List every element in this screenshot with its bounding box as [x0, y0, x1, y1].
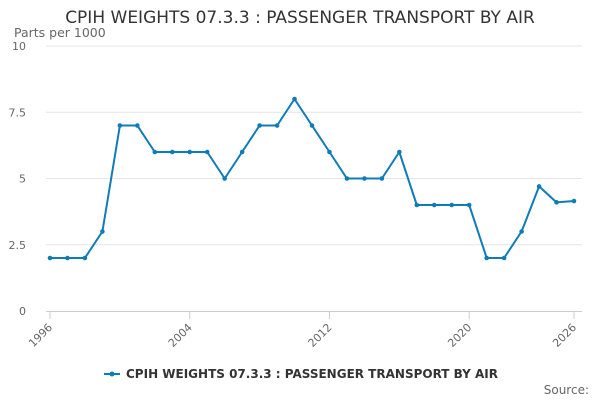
data-point[interactable]: [519, 229, 524, 234]
x-axis: 1996 2004 2012 2020 2026: [26, 311, 582, 350]
data-point[interactable]: [397, 149, 402, 155]
chart-title: CPIH WEIGHTS 07.3.3 : PASSENGER TRANSPOR…: [65, 8, 535, 28]
y-axis-label: Parts per 1000: [14, 25, 106, 40]
x-tick-label: 2020: [445, 321, 474, 350]
data-point[interactable]: [204, 149, 210, 155]
data-point[interactable]: [135, 123, 140, 128]
data-point[interactable]: [536, 184, 542, 189]
data-point[interactable]: [449, 202, 455, 208]
data-point[interactable]: [65, 255, 70, 261]
data-point[interactable]: [466, 202, 472, 208]
data-point[interactable]: [414, 202, 420, 208]
y-tick-label: 10: [12, 40, 26, 53]
data-point[interactable]: [117, 123, 123, 128]
data-point[interactable]: [239, 149, 245, 155]
source-label[interactable]: Source:: [544, 383, 589, 397]
data-point[interactable]: [327, 149, 332, 155]
data-point[interactable]: [100, 229, 105, 234]
legend[interactable]: CPIH WEIGHTS 07.3.3 : PASSENGER TRANSPOR…: [104, 367, 498, 381]
data-point[interactable]: [554, 200, 559, 205]
data-point[interactable]: [82, 255, 88, 261]
data-point[interactable]: [222, 176, 227, 181]
data-point[interactable]: [292, 96, 297, 102]
y-tick-label: 2.5: [9, 239, 27, 252]
data-point[interactable]: [484, 255, 489, 261]
data-point[interactable]: [344, 176, 350, 181]
legend-label: CPIH WEIGHTS 07.3.3 : PASSENGER TRANSPOR…: [126, 367, 498, 381]
data-point[interactable]: [379, 176, 385, 181]
y-tick-label: 7.5: [9, 106, 27, 119]
data-point[interactable]: [274, 123, 280, 128]
x-tick-label: 1996: [26, 321, 55, 350]
y-tick-labels: 0 2.5 5 7.5 10: [9, 40, 27, 318]
grid-lines: [46, 45, 582, 246]
x-tick-label: 2012: [306, 321, 335, 350]
data-point[interactable]: [47, 255, 53, 261]
data-point[interactable]: [187, 149, 193, 155]
data-point[interactable]: [152, 149, 158, 155]
legend-point-marker: [109, 371, 115, 377]
data-point[interactable]: [362, 176, 367, 181]
y-tick-label: 0: [19, 305, 26, 318]
data-point[interactable]: [501, 255, 507, 261]
data-point[interactable]: [309, 123, 315, 128]
x-tick-label: 2026: [550, 321, 579, 350]
data-point[interactable]: [169, 149, 175, 155]
data-point[interactable]: [571, 198, 577, 204]
data-point[interactable]: [431, 202, 437, 208]
y-tick-label: 5: [19, 173, 26, 186]
x-tick-label: 2004: [166, 321, 195, 350]
series-lines: [47, 96, 577, 261]
data-point[interactable]: [257, 123, 262, 128]
